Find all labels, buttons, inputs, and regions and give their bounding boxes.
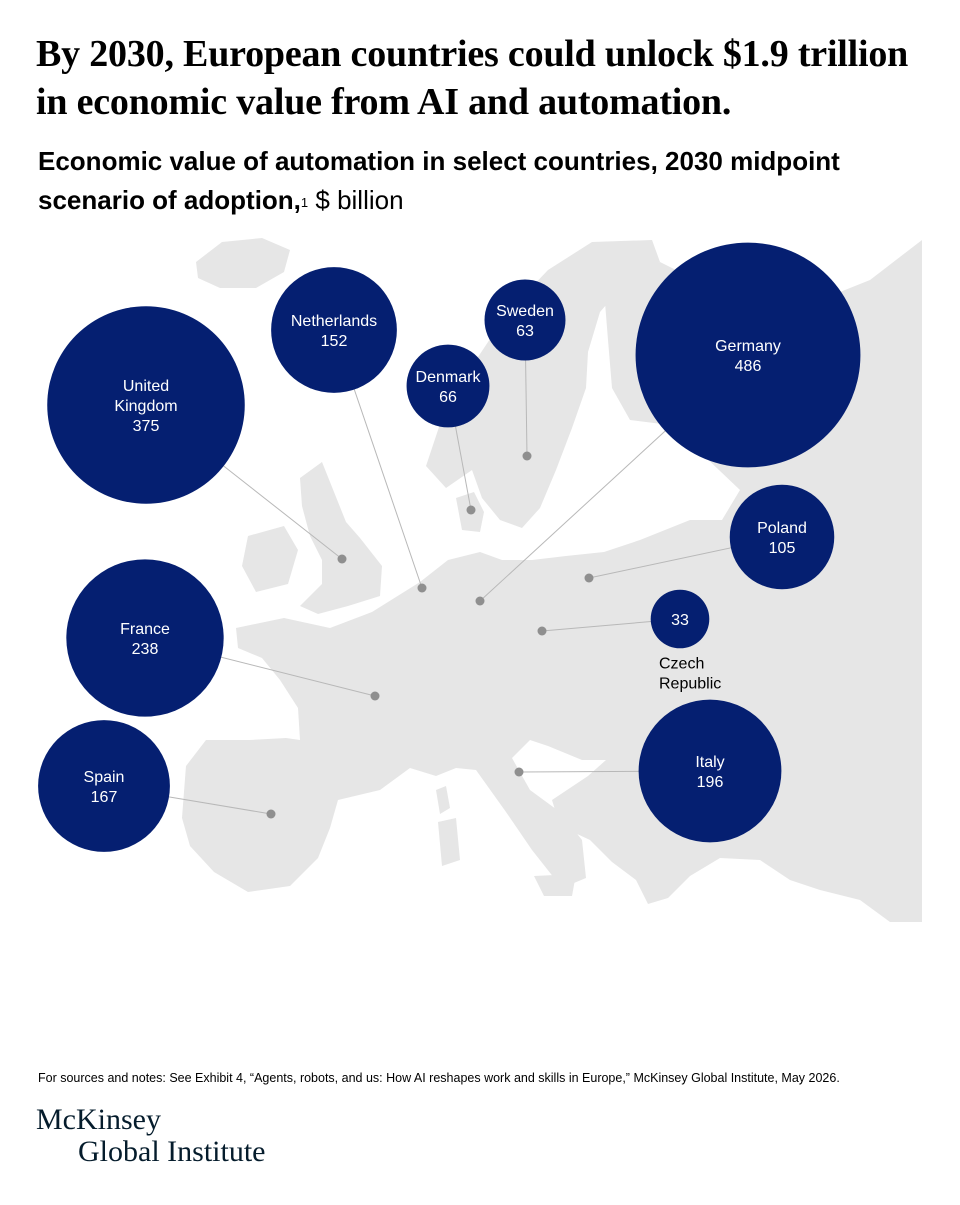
source-note: For sources and notes: See Exhibit 4, “A…	[38, 1071, 840, 1085]
france-bubble	[66, 559, 224, 717]
italy-bubble-group: Italy 196	[638, 699, 782, 843]
czech-republic-label-line: Czech	[659, 655, 704, 672]
netherlands-value: 152	[321, 333, 348, 350]
germany-location-dot	[475, 596, 485, 606]
czech-republic-bubble	[650, 589, 710, 649]
italy-location-dot	[514, 767, 524, 777]
subtitle-main: Economic value of automation in select c…	[38, 146, 840, 215]
netherlands-bubble	[271, 267, 397, 393]
france-location-dot	[370, 691, 380, 701]
spain-bubble	[38, 720, 170, 852]
mckinsey-logo: McKinsey Global Institute	[36, 1104, 265, 1168]
land-sicily	[534, 874, 576, 896]
italy-value: 196	[697, 774, 724, 791]
france-label-line: France	[120, 621, 170, 638]
poland-location-dot	[584, 573, 594, 583]
sweden-bubble	[484, 279, 566, 361]
germany-label-line: Germany	[715, 338, 781, 355]
land-iceland	[196, 238, 290, 288]
united-kingdom-label-line: United	[123, 378, 169, 395]
chart-subtitle: Economic value of automation in select c…	[38, 142, 918, 220]
united-kingdom-bubble-group: United Kingdom 375	[47, 306, 245, 504]
denmark-value: 66	[439, 389, 457, 406]
poland-bubble-group: Poland 105	[729, 484, 835, 590]
land-ireland	[242, 526, 298, 592]
italy-bubble	[638, 699, 782, 843]
denmark-location-dot	[466, 505, 476, 515]
footnote-ref: 1	[300, 195, 309, 210]
italy-label-line: Italy	[695, 754, 724, 771]
value-bubbles: United Kingdom 375 Netherlands 152 Sweden 63 De…	[38, 242, 861, 852]
united-kingdom-location-dot	[337, 554, 347, 564]
logo-line-2: Global Institute	[78, 1135, 266, 1168]
poland-value: 105	[769, 540, 796, 557]
spain-location-dot	[266, 809, 276, 819]
united-kingdom-value: 375	[133, 418, 160, 435]
subtitle-units: $ billion	[308, 185, 404, 215]
sweden-bubble-group: Sweden 63	[484, 279, 566, 361]
united-kingdom-bubble	[47, 306, 245, 504]
spain-bubble-group: Spain 167	[38, 720, 170, 852]
denmark-bubble-group: Denmark 66	[406, 344, 490, 428]
headline: By 2030, European countries could unlock…	[36, 33, 909, 123]
poland-label-line: Poland	[757, 520, 807, 537]
land-great-britain	[300, 462, 382, 614]
spain-label-line: Spain	[84, 769, 125, 786]
denmark-label-line: Denmark	[416, 369, 482, 386]
netherlands-label-line: Netherlands	[291, 313, 377, 330]
germany-bubble-group: Germany 486	[635, 242, 861, 468]
spain-value: 167	[91, 789, 118, 806]
location-dots	[266, 451, 594, 819]
denmark-bubble	[406, 344, 490, 428]
netherlands-bubble-group: Netherlands 152	[271, 267, 397, 393]
czech-republic-label-line: Republic	[659, 675, 721, 692]
czech-republic-location-dot	[537, 626, 547, 636]
land-corsica	[436, 786, 450, 814]
czech-republic-value: 33	[671, 612, 689, 629]
poland-bubble	[729, 484, 835, 590]
logo-line-1: McKinsey	[36, 1103, 161, 1136]
france-value: 238	[132, 641, 159, 658]
land-sardinia	[438, 818, 460, 866]
sweden-label-line: Sweden	[496, 303, 554, 320]
sweden-location-dot	[522, 451, 532, 461]
sweden-value: 63	[516, 323, 534, 340]
netherlands-location-dot	[417, 583, 427, 593]
land-scandinavia	[426, 240, 660, 528]
germany-bubble	[635, 242, 861, 468]
germany-value: 486	[735, 358, 762, 375]
czech-republic-bubble-group: 33 Czech Republic	[650, 589, 721, 692]
france-bubble-group: France 238	[66, 559, 224, 717]
united-kingdom-label-line: Kingdom	[114, 398, 177, 415]
